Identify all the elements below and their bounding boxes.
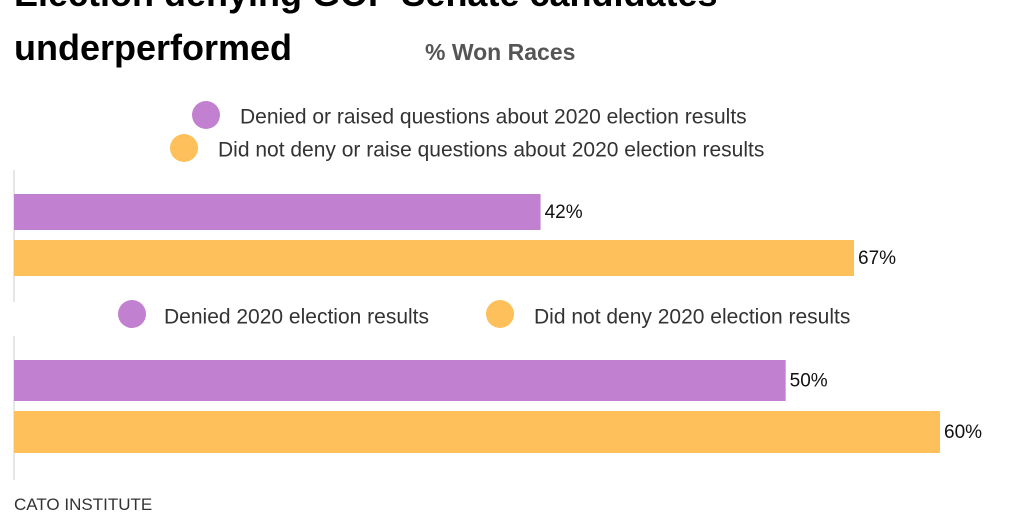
- bar: [14, 194, 541, 230]
- legend-swatch: [486, 300, 514, 328]
- legend-label: Did not deny or raise questions about 20…: [218, 139, 764, 162]
- bar: [14, 360, 786, 401]
- value-label: 42%: [545, 202, 583, 223]
- legend-label: Denied 2020 election results: [164, 306, 429, 329]
- chart-title: Election denying GOP Senate candidates: [14, 0, 718, 14]
- subtitle: % Won Races: [425, 39, 575, 65]
- bar: [14, 411, 940, 453]
- source: CATO INSTITUTE: [14, 495, 152, 512]
- legend-label: Did not deny 2020 election results: [534, 306, 850, 329]
- value-label: 60%: [944, 422, 982, 443]
- value-label: 50%: [790, 371, 828, 392]
- bar: [14, 240, 854, 276]
- legend-swatch: [192, 101, 220, 129]
- legend-label: Denied or raised questions about 2020 el…: [240, 106, 747, 129]
- legend-swatch: [170, 134, 198, 162]
- legend-swatch: [118, 300, 146, 328]
- chart-title: underperformed: [14, 27, 292, 68]
- value-label: 67%: [858, 248, 896, 269]
